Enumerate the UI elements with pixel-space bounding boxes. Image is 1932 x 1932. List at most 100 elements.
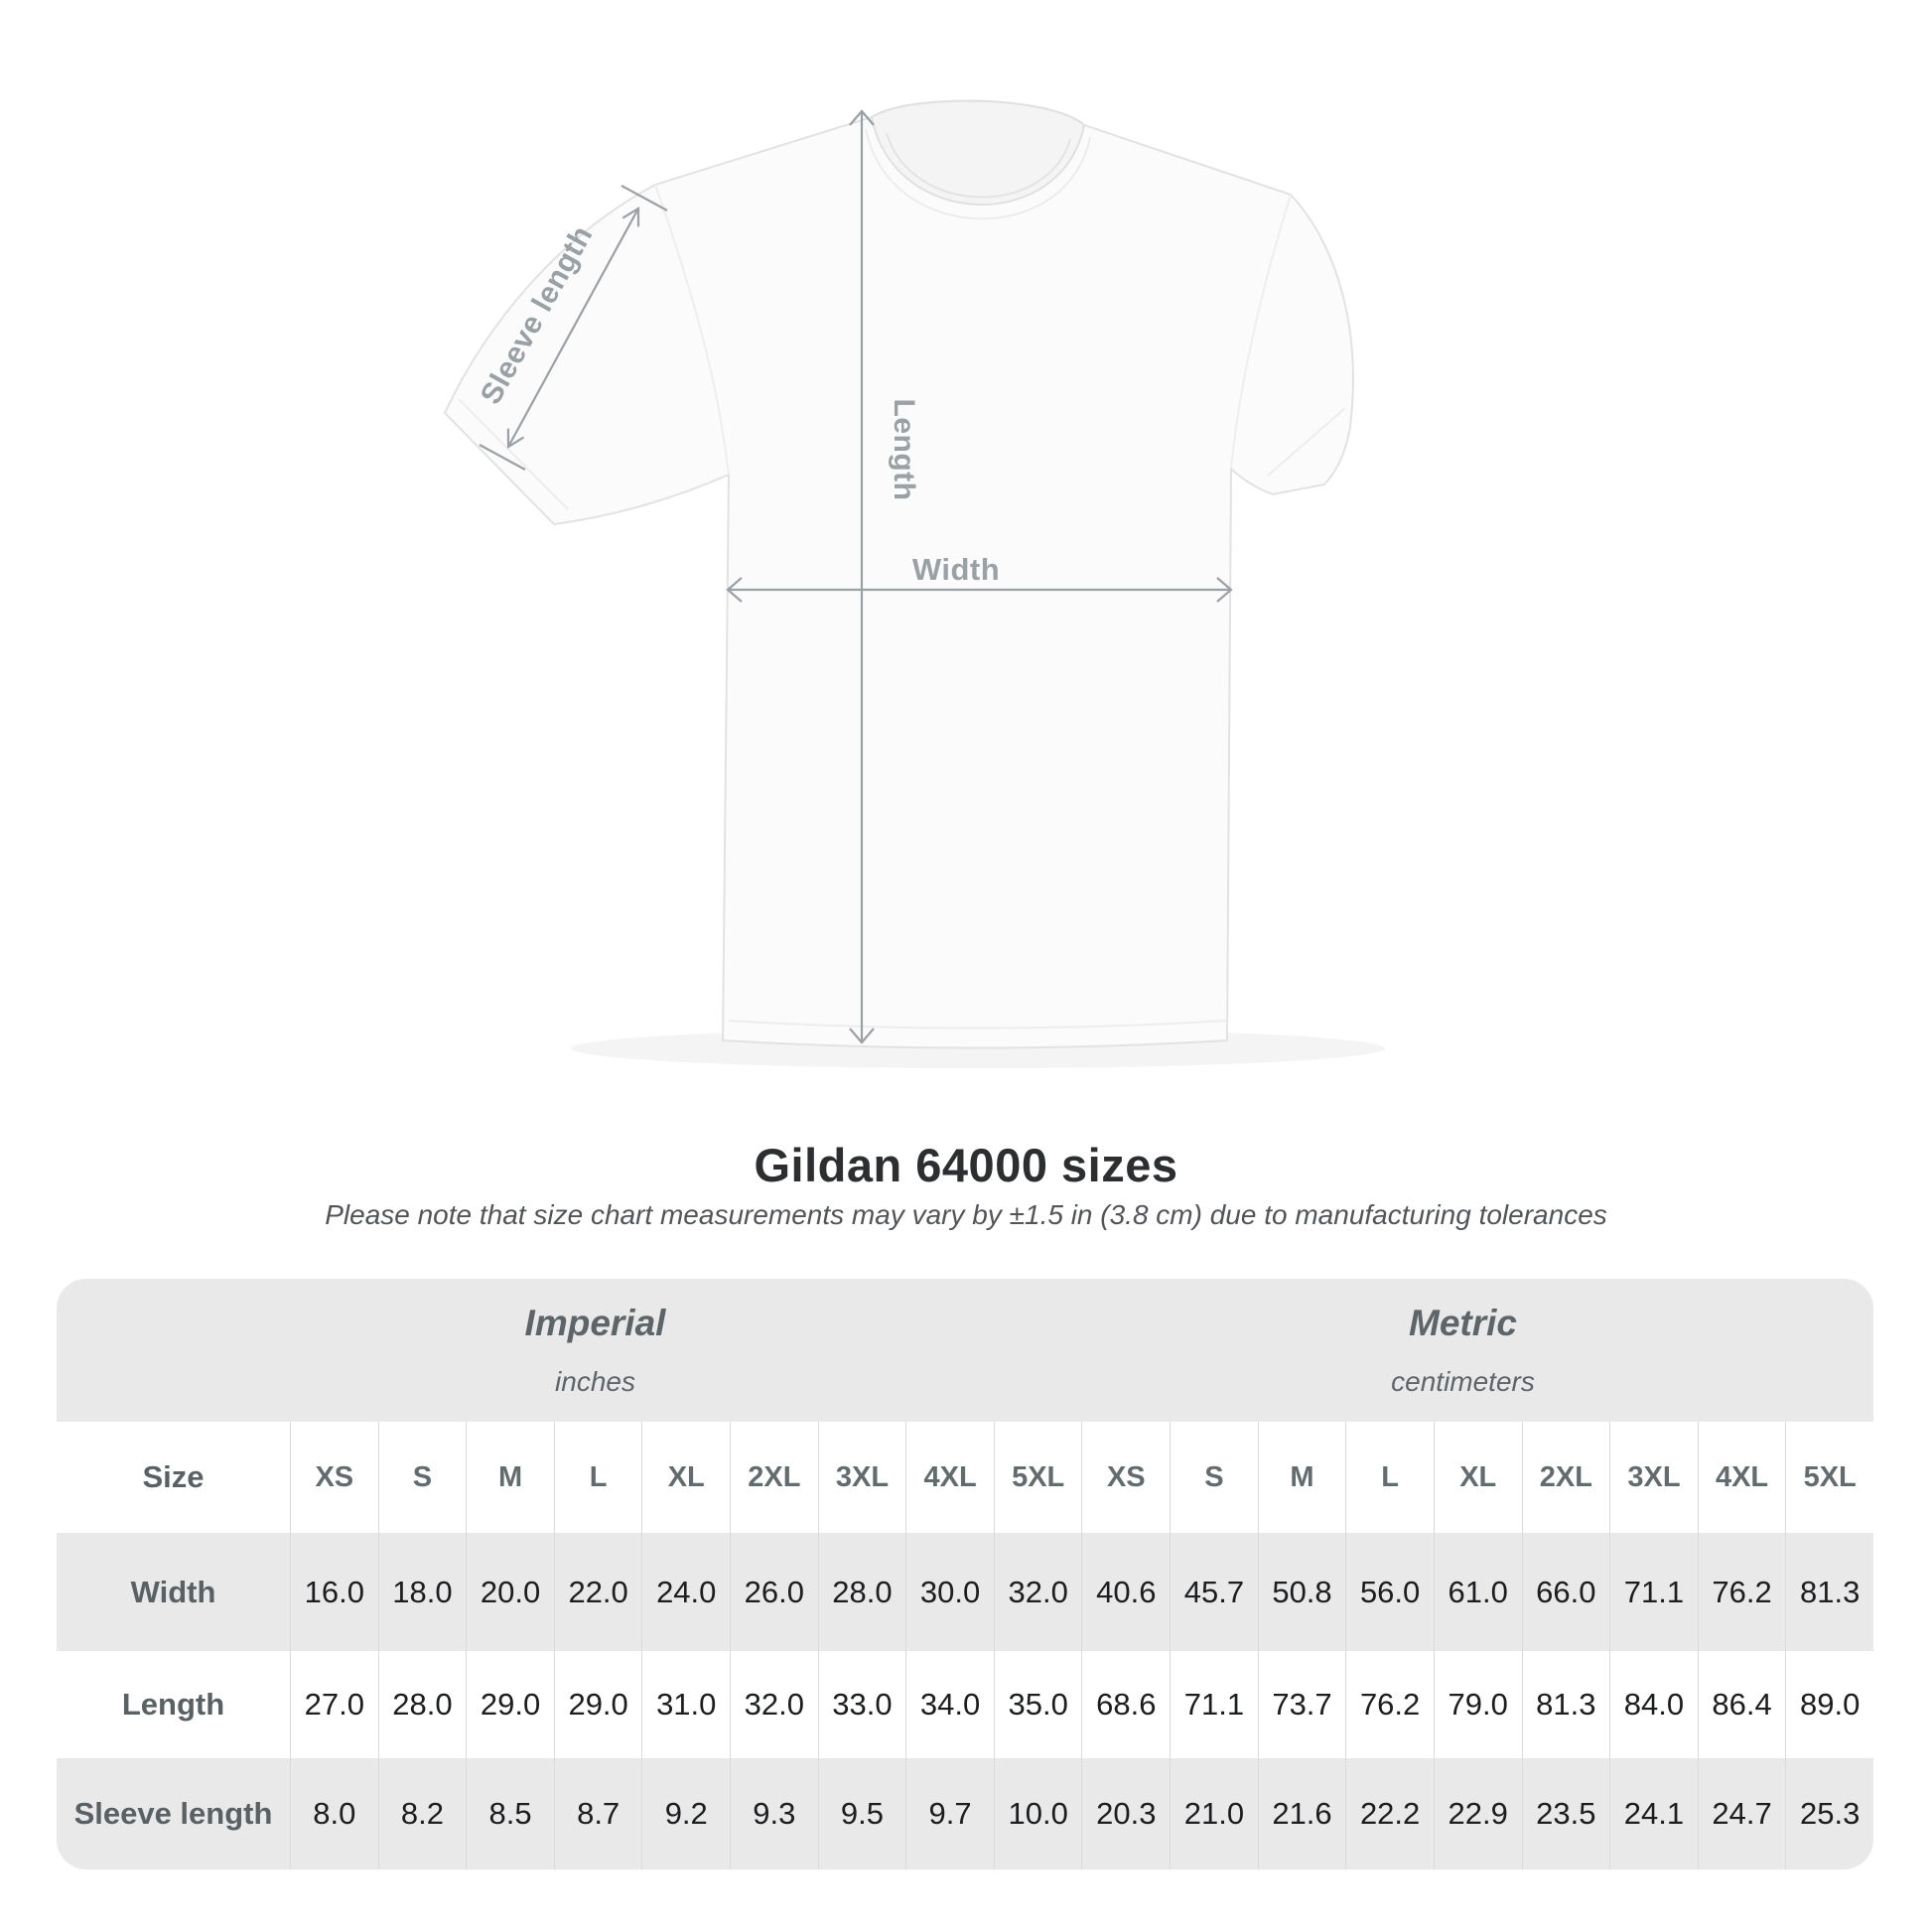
value-cell: 81.3 <box>1785 1533 1873 1651</box>
size-col-header: 3XL <box>817 1422 906 1533</box>
length-label: Length <box>888 399 920 501</box>
value-cell: 9.7 <box>905 1758 994 1869</box>
size-cells: XS S M L XL 2XL 3XL 4XL 5XL XS S M L XL 2XL 3XL 4XL 5XL <box>290 1422 1873 1533</box>
value-cell: 45.7 <box>1170 1533 1258 1651</box>
value-cell: 21.6 <box>1257 1758 1346 1869</box>
value-cell: 16.0 <box>290 1533 378 1651</box>
size-col-header: L <box>1345 1422 1434 1533</box>
page-title: Gildan 64000 sizes <box>754 1139 1178 1191</box>
size-col-header: L <box>553 1422 642 1533</box>
length-arrow <box>849 109 875 1044</box>
value-cell: 66.0 <box>1521 1533 1610 1651</box>
metric-unit: centimeters <box>1391 1366 1535 1397</box>
value-cell: 71.1 <box>1170 1651 1258 1758</box>
value-cell: 9.2 <box>641 1758 730 1869</box>
value-cell: 24.0 <box>641 1533 730 1651</box>
table-row-length: Length 27.0 28.0 29.0 29.0 31.0 32.0 33.0 34.0 3… <box>57 1651 1873 1758</box>
table-row-sleeve-length: Sleeve length 8.0 8.2 8.5 8.7 9.2 9.3 9.5 9.7 10… <box>57 1758 1873 1869</box>
value-cell: 20.0 <box>466 1533 554 1651</box>
imperial-unit: inches <box>555 1366 635 1397</box>
size-col-header: S <box>377 1422 467 1533</box>
row-label: Length <box>121 1687 225 1722</box>
value-cell: 81.3 <box>1521 1651 1610 1758</box>
value-cells: 16.0 18.0 20.0 22.0 24.0 26.0 28.0 30.0 32.0 40.6… <box>290 1533 1873 1651</box>
value-cell: 8.7 <box>553 1758 642 1869</box>
metric-label: Metric <box>1409 1303 1517 1343</box>
value-cell: 8.2 <box>377 1758 467 1869</box>
value-cell: 29.0 <box>553 1651 642 1758</box>
value-cells: 8.0 8.2 8.5 8.7 9.2 9.3 9.5 9.7 10.0 20.3 21.0 21.6… <box>290 1758 1873 1869</box>
value-cell: 22.2 <box>1345 1758 1434 1869</box>
value-cell: 28.0 <box>817 1533 906 1651</box>
value-cell: 32.0 <box>993 1533 1082 1651</box>
size-col-header: M <box>466 1422 554 1533</box>
width-label: Width <box>912 552 1000 587</box>
size-col-header: M <box>1257 1422 1346 1533</box>
value-cell: 35.0 <box>993 1651 1082 1758</box>
table-row-width: Width 16.0 18.0 20.0 22.0 24.0 26.0 28.0 30.0 32… <box>57 1533 1873 1651</box>
value-cell: 73.7 <box>1257 1651 1346 1758</box>
size-col-header: XL <box>641 1422 730 1533</box>
value-cell: 61.0 <box>1433 1533 1522 1651</box>
value-cell: 79.0 <box>1433 1651 1522 1758</box>
size-col-header: XL <box>1433 1422 1522 1533</box>
tshirt-graphic <box>443 99 1354 1049</box>
value-cell: 68.6 <box>1081 1651 1170 1758</box>
value-cell: 9.5 <box>817 1758 906 1869</box>
size-col-header: 3XL <box>1609 1422 1698 1533</box>
size-header-row: Size XS S M L XL 2XL 3XL 4XL 5XL XS S M L XL 2XL 3XL 4XL… <box>57 1422 1873 1533</box>
value-cell: 32.0 <box>730 1651 818 1758</box>
value-cell: 23.5 <box>1521 1758 1610 1869</box>
metric-group-header: Metric centimeters <box>1084 1279 1873 1422</box>
value-cell: 10.0 <box>993 1758 1082 1869</box>
size-table: Imperial inches Metric centimeters Size … <box>57 1279 1873 1869</box>
tshirt-measurement-diagram: Sleeve length Length Width <box>443 99 1385 1068</box>
value-cell: 29.0 <box>466 1651 554 1758</box>
value-cell: 9.3 <box>730 1758 818 1869</box>
imperial-group-header: Imperial inches <box>57 1279 1084 1422</box>
value-cell: 76.2 <box>1345 1651 1434 1758</box>
imperial-label: Imperial <box>524 1303 666 1343</box>
value-cell: 18.0 <box>377 1533 467 1651</box>
size-col-header: XS <box>290 1422 378 1533</box>
size-col-header: 2XL <box>1521 1422 1610 1533</box>
value-cells: 27.0 28.0 29.0 29.0 31.0 32.0 33.0 34.0 35.0 68.6… <box>290 1651 1873 1758</box>
size-column-title: Size <box>142 1459 205 1494</box>
tolerance-note: Please note that size chart measurements… <box>325 1199 1607 1230</box>
row-label: Width <box>130 1574 216 1609</box>
value-cell: 20.3 <box>1081 1758 1170 1869</box>
value-cell: 50.8 <box>1257 1533 1346 1651</box>
value-cell: 28.0 <box>377 1651 467 1758</box>
value-cell: 8.5 <box>466 1758 554 1869</box>
value-cell: 86.4 <box>1697 1651 1786 1758</box>
sleeve-length-arrow <box>479 185 668 471</box>
size-col-header: XS <box>1081 1422 1170 1533</box>
size-col-header: 5XL <box>1785 1422 1873 1533</box>
value-cell: 24.1 <box>1609 1758 1698 1869</box>
value-cell: 22.0 <box>553 1533 642 1651</box>
value-cell: 56.0 <box>1345 1533 1434 1651</box>
size-col-header: 4XL <box>1697 1422 1786 1533</box>
value-cell: 26.0 <box>730 1533 818 1651</box>
value-cell: 25.3 <box>1785 1758 1873 1869</box>
value-cell: 40.6 <box>1081 1533 1170 1651</box>
size-col-header: 4XL <box>905 1422 994 1533</box>
row-label: Sleeve length <box>73 1796 273 1831</box>
value-cell: 71.1 <box>1609 1533 1698 1651</box>
value-cell: 31.0 <box>641 1651 730 1758</box>
unit-group-row: Imperial inches Metric centimeters <box>57 1279 1873 1422</box>
size-col-header: 5XL <box>993 1422 1082 1533</box>
value-cell: 27.0 <box>290 1651 378 1758</box>
value-cell: 30.0 <box>905 1533 994 1651</box>
width-arrow <box>726 577 1233 603</box>
value-cell: 76.2 <box>1697 1533 1786 1651</box>
value-cell: 84.0 <box>1609 1651 1698 1758</box>
value-cell: 24.7 <box>1697 1758 1786 1869</box>
value-cell: 22.9 <box>1433 1758 1522 1869</box>
value-cell: 89.0 <box>1785 1651 1873 1758</box>
value-cell: 33.0 <box>817 1651 906 1758</box>
value-cell: 21.0 <box>1170 1758 1258 1869</box>
size-col-header: S <box>1170 1422 1258 1533</box>
size-col-header: 2XL <box>730 1422 818 1533</box>
